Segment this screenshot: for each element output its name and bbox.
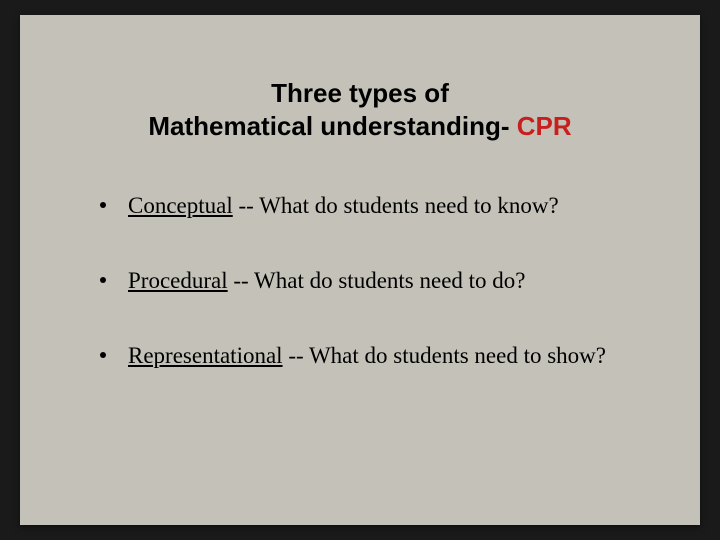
bullet-term: Conceptual (128, 193, 233, 218)
bullet-rest: -- What do students need to do? (228, 268, 526, 293)
bullet-rest: -- What do students need to know? (233, 193, 559, 218)
title-accent: CPR (517, 111, 572, 141)
slide-title: Three types of Mathematical understandin… (76, 77, 644, 142)
bullet-rest: -- What do students need to show? (283, 343, 606, 368)
title-prefix: Mathematical understanding- (148, 111, 516, 141)
list-item: Representational -- What do students nee… (100, 340, 636, 371)
slide: Three types of Mathematical understandin… (20, 15, 700, 525)
list-item: Procedural -- What do students need to d… (100, 265, 636, 296)
bullet-list: Conceptual -- What do students need to k… (76, 190, 644, 371)
bullet-text: Conceptual -- What do students need to k… (128, 190, 559, 221)
list-item: Conceptual -- What do students need to k… (100, 190, 636, 221)
bullet-icon (100, 277, 106, 283)
bullet-text: Representational -- What do students nee… (128, 340, 606, 371)
bullet-term: Representational (128, 343, 283, 368)
title-line-1: Three types of (76, 77, 644, 110)
bullet-term: Procedural (128, 268, 228, 293)
bullet-icon (100, 202, 106, 208)
bullet-text: Procedural -- What do students need to d… (128, 265, 526, 296)
bullet-icon (100, 352, 106, 358)
title-line-2: Mathematical understanding- CPR (76, 110, 644, 143)
